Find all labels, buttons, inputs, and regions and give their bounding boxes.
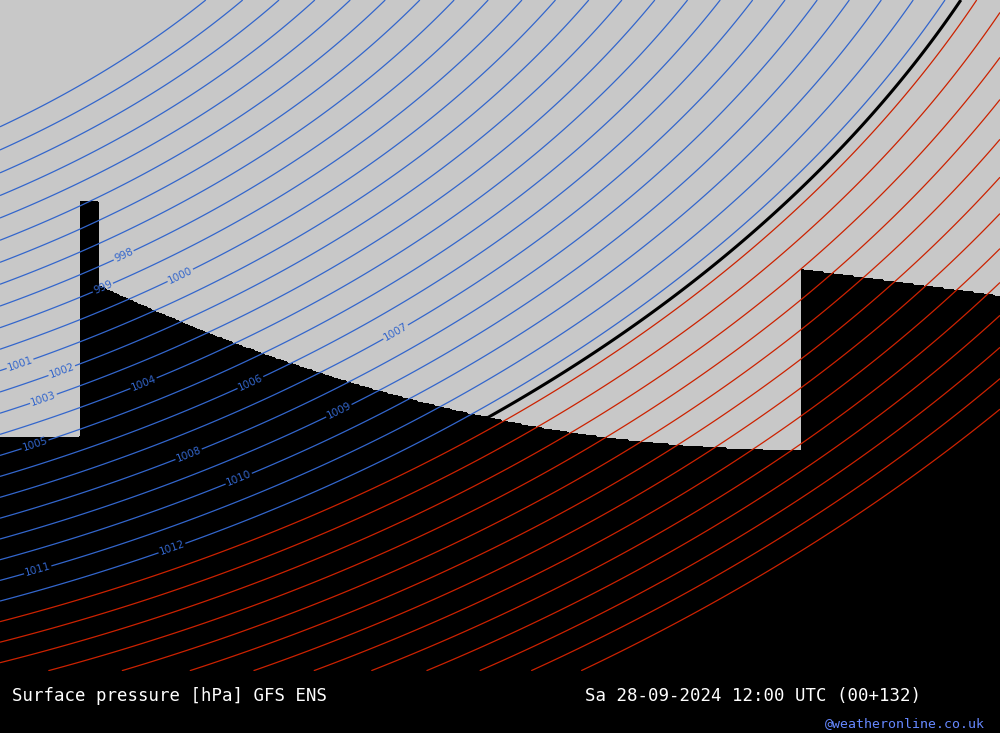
Text: 1007: 1007 bbox=[382, 321, 410, 343]
Text: 1011: 1011 bbox=[24, 561, 52, 578]
Text: 1012: 1012 bbox=[158, 539, 186, 557]
Text: 1009: 1009 bbox=[325, 400, 353, 421]
Text: Sa 28-09-2024 12:00 UTC (00+132): Sa 28-09-2024 12:00 UTC (00+132) bbox=[585, 687, 921, 704]
Text: 1001: 1001 bbox=[6, 355, 34, 373]
Text: 999: 999 bbox=[92, 279, 114, 296]
Text: 1000: 1000 bbox=[166, 265, 194, 286]
Text: 1004: 1004 bbox=[130, 374, 158, 393]
Text: 998: 998 bbox=[113, 247, 135, 264]
Text: @weatheronline.co.uk: @weatheronline.co.uk bbox=[825, 717, 985, 730]
Text: 1006: 1006 bbox=[236, 372, 264, 393]
Text: 1005: 1005 bbox=[21, 435, 49, 453]
Text: Surface pressure [hPa] GFS ENS: Surface pressure [hPa] GFS ENS bbox=[12, 687, 327, 704]
Text: 1010: 1010 bbox=[225, 469, 253, 488]
Text: 1003: 1003 bbox=[29, 390, 57, 408]
Text: 1008: 1008 bbox=[175, 445, 203, 464]
Text: 1002: 1002 bbox=[48, 361, 76, 380]
